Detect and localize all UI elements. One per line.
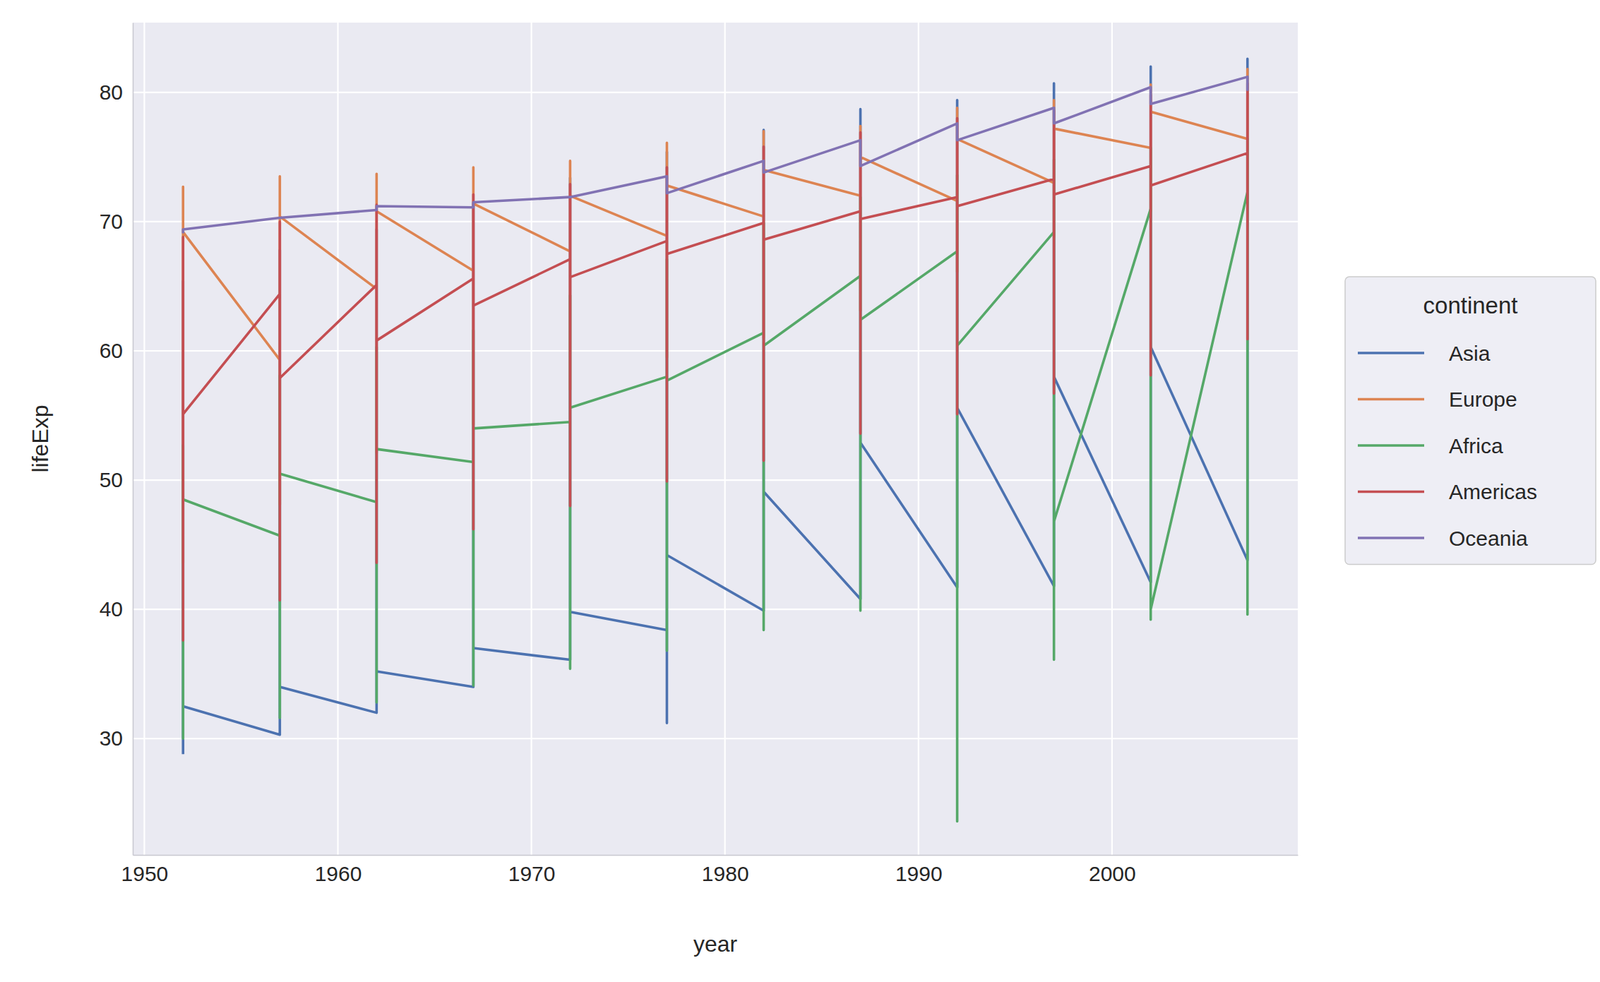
legend-swatch <box>1357 444 1425 447</box>
x-tick: 1980 <box>701 855 750 886</box>
legend-swatch <box>1357 490 1425 494</box>
x-tick-label: 1980 <box>701 862 750 886</box>
y-tick: 40 <box>99 597 133 621</box>
x-axis-title: year <box>693 931 738 957</box>
y-tick: 30 <box>99 726 133 750</box>
y-tick: 60 <box>99 338 133 363</box>
x-tick: 1950 <box>121 855 169 886</box>
legend-label: Americas <box>1448 480 1538 504</box>
legend-title: continent <box>1423 292 1519 319</box>
lines <box>182 58 1247 822</box>
series-line <box>182 76 1247 234</box>
legend-label: Europe <box>1448 387 1518 411</box>
legend-swatch <box>1357 398 1425 402</box>
grid <box>132 22 1298 856</box>
y-tick-label: 40 <box>99 597 123 621</box>
x-tick: 2000 <box>1088 855 1137 886</box>
y-tick-label: 80 <box>99 80 123 104</box>
grid-line-x <box>724 22 726 856</box>
series-line <box>182 83 1247 641</box>
x-tick-label: 2000 <box>1088 862 1137 886</box>
x-tick-label: 1960 <box>314 862 363 886</box>
y-axis-line <box>132 23 135 856</box>
x-tick: 1960 <box>314 855 363 886</box>
grid-line-x <box>336 22 339 856</box>
y-axis-title: lifeExp <box>27 404 53 473</box>
legend-label: Oceania <box>1448 526 1528 551</box>
legend-swatch <box>1357 351 1425 355</box>
y-tick-label: 30 <box>99 726 123 750</box>
grid-line-x <box>1111 22 1113 856</box>
grid-line-y <box>132 737 1298 740</box>
grid-line-x <box>530 22 533 856</box>
series-line <box>182 58 1247 755</box>
grid-line-y <box>132 221 1298 223</box>
x-tick-label: 1970 <box>508 862 556 886</box>
x-tick: 1990 <box>895 855 943 886</box>
grid-line-x <box>917 22 920 856</box>
legend-label: Asia <box>1448 341 1491 366</box>
grid-line-y <box>132 608 1298 611</box>
y-axis: 30 40 50 60 70 80 <box>99 23 134 856</box>
x-axis-line <box>133 855 1299 857</box>
y-tick: 80 <box>99 80 133 104</box>
x-axis: 1950 1960 1970 1980 1990 2000 <box>121 855 1299 886</box>
x-tick-label: 1950 <box>121 862 169 886</box>
legend-box <box>1345 276 1596 565</box>
grid-line-x <box>143 22 145 856</box>
x-tick-label: 1990 <box>895 862 943 886</box>
y-tick-label: 60 <box>99 338 123 363</box>
legend-label: Africa <box>1448 434 1504 458</box>
series-line <box>182 139 1247 822</box>
y-tick: 70 <box>99 209 133 234</box>
y-tick-label: 50 <box>99 468 123 492</box>
plot-background <box>132 22 1298 856</box>
grid-line-y <box>132 91 1298 94</box>
legend: continent Asia Europe Africa Americas Oceania <box>1345 276 1596 565</box>
x-tick: 1970 <box>508 855 556 886</box>
chart: 1950 1960 1970 1980 1990 2000 30 40 50 60 70 80 year… <box>0 0 1600 982</box>
y-tick-label: 70 <box>99 209 123 234</box>
y-tick: 50 <box>99 468 133 492</box>
legend-swatch <box>1357 536 1425 540</box>
